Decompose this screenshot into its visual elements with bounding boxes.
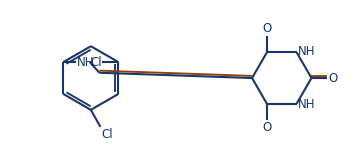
Text: NH: NH xyxy=(298,45,316,58)
Text: O: O xyxy=(262,22,272,35)
Text: Cl: Cl xyxy=(90,56,102,69)
Text: O: O xyxy=(262,121,272,134)
Text: NH: NH xyxy=(77,56,94,69)
Text: Cl: Cl xyxy=(101,128,113,141)
Text: NH: NH xyxy=(298,98,316,111)
Text: O: O xyxy=(328,71,338,84)
